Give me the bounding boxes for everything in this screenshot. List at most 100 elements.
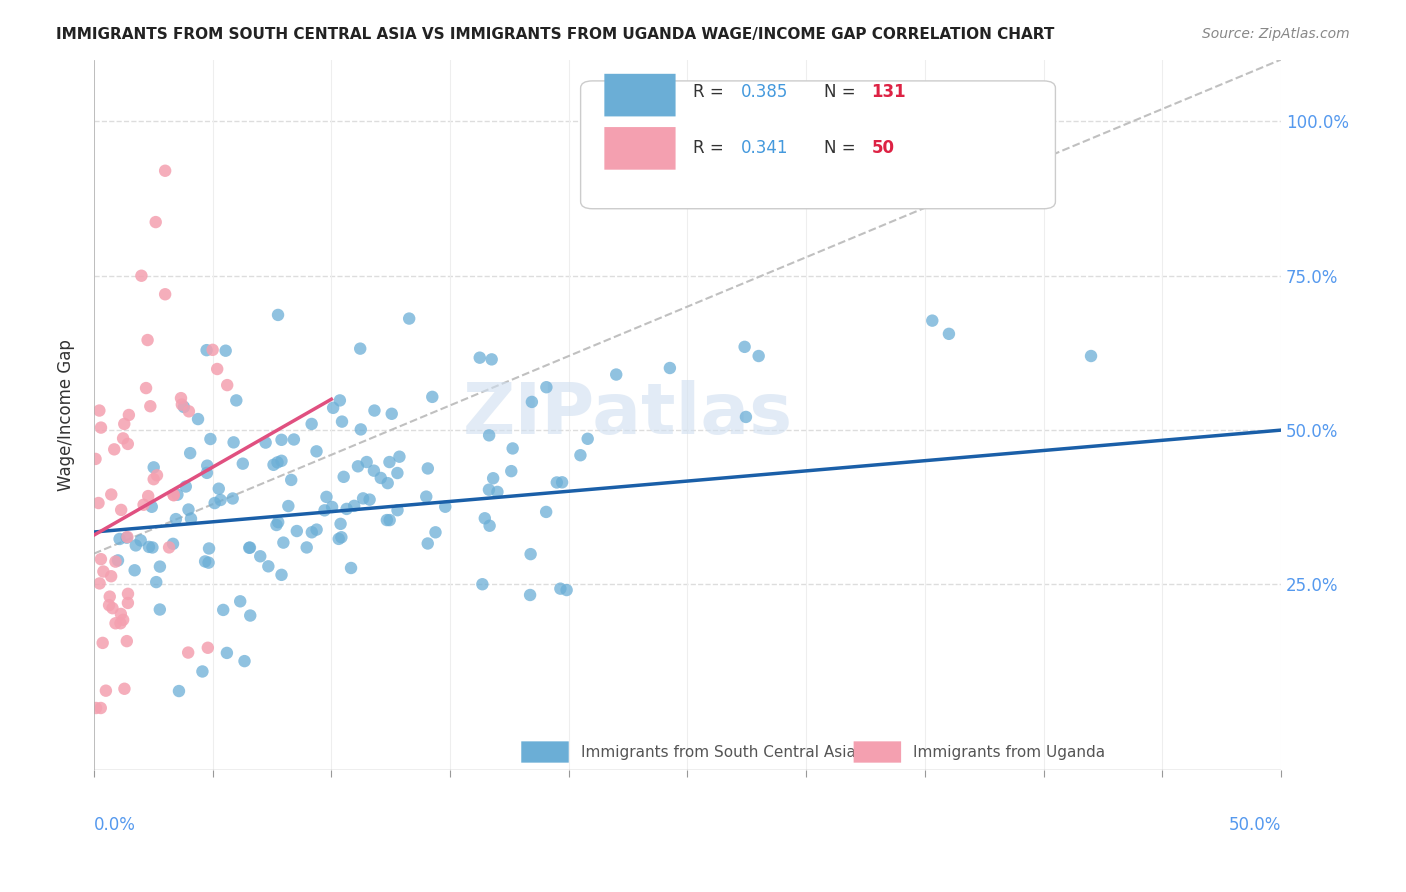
Point	[135, 381, 157, 395]
Text: R =: R =	[693, 83, 730, 101]
Point	[329, 516, 352, 531]
FancyBboxPatch shape	[581, 81, 1056, 209]
Point	[352, 491, 374, 506]
Text: 0.341: 0.341	[741, 139, 789, 157]
Point	[301, 417, 323, 431]
Point	[131, 268, 153, 283]
Text: Source: ZipAtlas.com: Source: ZipAtlas.com	[1202, 27, 1350, 41]
Point	[330, 530, 353, 544]
Point	[356, 455, 378, 469]
Point	[420, 390, 443, 404]
Point	[145, 575, 167, 590]
Point	[117, 437, 139, 451]
Point	[212, 603, 235, 617]
Point	[104, 616, 127, 631]
Text: IMMIGRANTS FROM SOUTH CENTRAL ASIA VS IMMIGRANTS FROM UGANDA WAGE/INCOME GAP COR: IMMIGRANTS FROM SOUTH CENTRAL ASIA VS IM…	[56, 27, 1054, 42]
Point	[305, 444, 328, 458]
Point	[471, 577, 494, 591]
Y-axis label: Wage/Income Gap: Wage/Income Gap	[58, 339, 75, 491]
Point	[100, 569, 122, 583]
Point	[343, 499, 366, 513]
Point	[285, 524, 308, 538]
Point	[208, 482, 231, 496]
FancyBboxPatch shape	[853, 741, 901, 763]
Text: 50: 50	[872, 139, 894, 157]
Point	[225, 393, 247, 408]
Point	[153, 287, 176, 301]
Point	[330, 415, 353, 429]
Point	[146, 468, 169, 483]
Point	[658, 361, 681, 376]
Point	[117, 596, 139, 610]
Point	[114, 681, 136, 696]
Point	[748, 349, 770, 363]
Point	[136, 333, 159, 347]
Point	[117, 587, 139, 601]
Point	[378, 513, 401, 527]
Point	[239, 608, 262, 623]
Point	[129, 533, 152, 548]
Point	[112, 417, 135, 431]
Point	[283, 433, 305, 447]
Point	[124, 563, 146, 577]
Point	[98, 590, 121, 604]
Point	[1080, 349, 1102, 363]
Point	[90, 701, 112, 715]
Point	[370, 471, 392, 485]
Point	[195, 458, 218, 473]
Point	[546, 475, 568, 490]
Point	[377, 476, 399, 491]
FancyBboxPatch shape	[605, 74, 675, 117]
Point	[217, 378, 239, 392]
Point	[84, 701, 107, 715]
Text: N =: N =	[824, 139, 860, 157]
Point	[519, 588, 541, 602]
Point	[266, 518, 288, 533]
Point	[267, 515, 290, 529]
Point	[221, 491, 243, 506]
Text: N =: N =	[824, 83, 860, 101]
Point	[162, 537, 184, 551]
Point	[735, 409, 758, 424]
Point	[191, 665, 214, 679]
Text: R =: R =	[693, 139, 730, 157]
Point	[605, 368, 627, 382]
Point	[194, 554, 217, 568]
Point	[112, 431, 135, 445]
Point	[359, 492, 381, 507]
Point	[110, 607, 132, 621]
Text: ZIPatlas: ZIPatlas	[463, 380, 793, 450]
Point	[180, 512, 202, 526]
Point	[277, 499, 299, 513]
Point	[280, 473, 302, 487]
Point	[378, 455, 401, 469]
Point	[434, 500, 457, 514]
Point	[177, 646, 200, 660]
Point	[215, 343, 238, 358]
Point	[87, 496, 110, 510]
Point	[478, 428, 501, 442]
Point	[84, 451, 107, 466]
Point	[332, 470, 354, 484]
Point	[415, 490, 437, 504]
Point	[125, 538, 148, 552]
Point	[350, 422, 373, 436]
Point	[387, 503, 409, 517]
Point	[100, 487, 122, 501]
Point	[177, 404, 200, 418]
Point	[502, 442, 524, 456]
Point	[201, 343, 224, 357]
Text: Immigrants from South Central Asia: Immigrants from South Central Asia	[581, 745, 855, 759]
Point	[165, 512, 187, 526]
Point	[142, 472, 165, 486]
Point	[195, 343, 218, 358]
Point	[416, 536, 439, 550]
Point	[91, 636, 114, 650]
Point	[153, 163, 176, 178]
Point	[416, 461, 439, 475]
Point	[229, 594, 252, 608]
Point	[270, 567, 292, 582]
Point	[112, 613, 135, 627]
Point	[149, 559, 172, 574]
Point	[576, 432, 599, 446]
